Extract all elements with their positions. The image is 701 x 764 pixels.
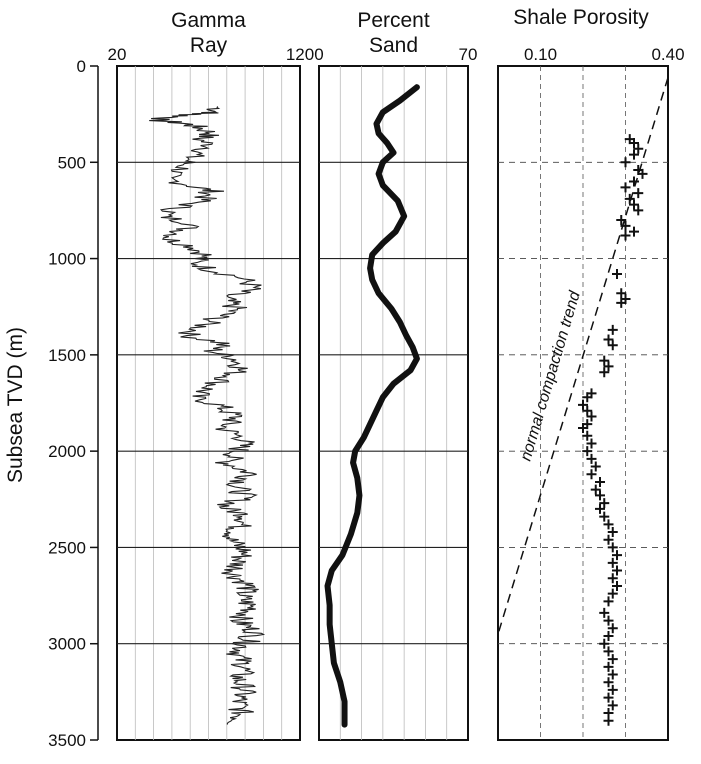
y-tick-label: 1500 (48, 346, 86, 365)
porosity-point (586, 453, 597, 464)
compaction-trend-label: normal compaction trend (518, 288, 585, 463)
porosity-point (607, 684, 618, 695)
gamma-trace (149, 106, 266, 725)
porosity-x-tick-label: 0.10 (524, 45, 557, 64)
porosity-point (599, 607, 610, 618)
porosity-point (637, 168, 648, 179)
porosity-point (616, 297, 627, 308)
sand-panel (318, 65, 469, 741)
y-tick-label: 500 (58, 153, 86, 172)
gamma-x-tick-label: 120 (286, 45, 314, 64)
porosity-point (586, 469, 597, 480)
y-tick-label: 2500 (48, 538, 86, 557)
porosity-point (620, 157, 631, 168)
porosity-point (633, 188, 644, 199)
porosity-point (599, 511, 610, 522)
porosity-point (582, 446, 593, 457)
porosity-point (607, 654, 618, 665)
porosity-point (582, 405, 593, 416)
porosity-point (629, 149, 639, 160)
porosity-point (582, 392, 593, 403)
sand-title-line2: Sand (369, 34, 418, 57)
compaction-trend-line (497, 77, 669, 635)
porosity-point (603, 692, 614, 703)
porosity-point (599, 638, 610, 649)
porosity-point (595, 476, 605, 487)
porosity-point (603, 661, 614, 672)
y-tick-label: 2000 (48, 442, 86, 461)
y-tick-label: 0 (77, 57, 86, 76)
gamma-title-line1: Gamma (171, 9, 246, 32)
sand-frame (318, 65, 469, 741)
porosity-point (603, 334, 614, 345)
gamma-panel (116, 65, 301, 741)
porosity-point (603, 615, 614, 626)
porosity-point (620, 230, 631, 241)
porosity-point (603, 361, 614, 372)
porosity-point (629, 176, 639, 187)
porosity-point (620, 182, 631, 193)
porosity-point (629, 226, 639, 237)
porosity-point (612, 565, 622, 576)
gamma-x-tick-label: 20 (108, 45, 127, 64)
porosity-point (607, 340, 618, 351)
sand-x-tick-label: 70 (459, 45, 478, 64)
porosity-point (595, 503, 605, 514)
gamma-title-line2: Ray (190, 34, 228, 57)
porosity-point (633, 143, 644, 154)
porosity-point (629, 199, 639, 210)
porosity-point (629, 138, 639, 149)
porosity-point (590, 461, 601, 472)
porosity-point (603, 631, 614, 642)
porosity-point (590, 484, 601, 495)
porosity-point (586, 438, 597, 449)
porosity-point (603, 715, 614, 726)
porosity-point (603, 646, 614, 657)
porosity-point (603, 534, 614, 545)
porosity-point (603, 677, 614, 688)
porosity-point (599, 498, 610, 509)
porosity-point (578, 423, 588, 434)
porosity-point (603, 596, 614, 607)
y-tick-label: 1000 (48, 250, 86, 269)
porosity-point (599, 367, 610, 378)
sand-curve (324, 84, 420, 728)
sand-x-tick-label: 0 (314, 45, 323, 64)
porosity-point (616, 288, 627, 299)
porosity-point (607, 700, 618, 711)
porosity-point (607, 557, 618, 568)
y-tick-label: 3500 (48, 731, 86, 750)
porosity-point (595, 490, 605, 501)
porosity-point (607, 527, 618, 538)
porosity-title: Shale Porosity (513, 6, 649, 29)
porosity-point (607, 588, 618, 599)
y-tick-label: 3000 (48, 635, 86, 654)
porosity-point (582, 430, 593, 441)
porosity-point (612, 268, 622, 279)
porosity-point (612, 580, 622, 591)
porosity-point (607, 669, 618, 680)
porosity-point (607, 573, 618, 584)
porosity-point (624, 193, 635, 204)
porosity-point (620, 220, 631, 231)
porosity-x-tick-label: 0.40 (651, 45, 684, 64)
y-axis-label: Subsea TVD (m) (4, 327, 27, 483)
porosity-point (633, 205, 644, 216)
porosity-point (599, 355, 610, 366)
porosity-point (586, 411, 597, 422)
porosity-point (616, 215, 627, 226)
porosity-point (578, 399, 588, 410)
sand-title-line1: Percent (357, 9, 430, 32)
porosity-panel: normal compaction trend (497, 65, 669, 741)
porosity-point (607, 324, 618, 335)
porosity-point (607, 623, 618, 634)
porosity-point (603, 519, 614, 530)
porosity-point (607, 542, 618, 553)
porosity-point (612, 550, 622, 561)
